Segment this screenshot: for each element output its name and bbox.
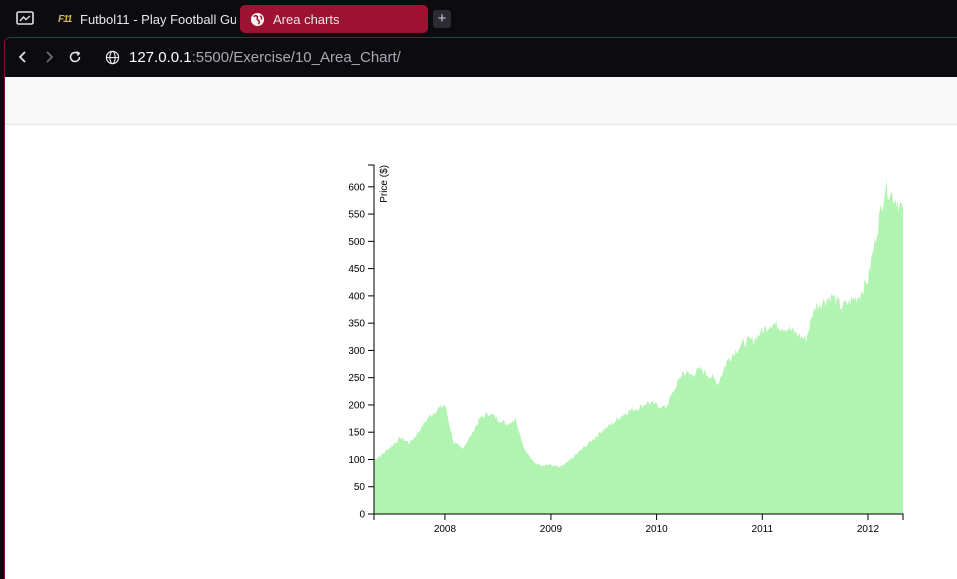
area-series xyxy=(374,178,903,514)
globe-icon xyxy=(249,11,265,27)
tab-label: Area charts xyxy=(273,11,340,27)
y-tick-label: 300 xyxy=(348,346,365,357)
x-tick: 2011 xyxy=(752,514,774,535)
y-tick: 200 xyxy=(348,400,374,411)
page-header xyxy=(5,77,957,125)
y-tick: 450 xyxy=(348,264,374,275)
site-info-icon[interactable] xyxy=(105,50,120,65)
tab-area-charts[interactable]: Area charts xyxy=(240,5,428,33)
navigation-bar: 127.0.0.1:5500/Exercise/10_Area_Chart/ xyxy=(5,38,957,77)
back-icon[interactable] xyxy=(13,47,33,67)
url-host: 127.0.0.1 xyxy=(129,48,192,66)
x-tick: 2008 xyxy=(434,514,457,535)
y-tick-label: 150 xyxy=(348,428,365,439)
x-tick-label: 2009 xyxy=(540,524,563,535)
y-tick-label: 200 xyxy=(348,400,365,411)
x-tick-label: 2011 xyxy=(752,524,774,535)
y-tick-label: 50 xyxy=(354,482,366,493)
reload-icon[interactable] xyxy=(65,47,85,67)
page-content: 0 50 100 150 200 250 300 350 400 450 500 550 600 200… xyxy=(5,77,957,579)
area-chart: 0 50 100 150 200 250 300 350 400 450 500 550 600 200… xyxy=(348,164,904,535)
y-tick: 100 xyxy=(348,455,374,466)
y-tick-label: 0 xyxy=(359,510,365,521)
y-tick-label: 250 xyxy=(348,373,365,384)
x-tick: 2012 xyxy=(857,514,880,535)
address-bar[interactable]: 127.0.0.1:5500/Exercise/10_Area_Chart/ xyxy=(105,47,401,67)
y-tick: 350 xyxy=(348,319,374,330)
x-tick-label: 2012 xyxy=(857,524,880,535)
tab-futbol11[interactable]: F11 Futbol11 - Play Football Gu xyxy=(50,5,236,33)
y-tick-label: 400 xyxy=(348,291,365,302)
y-tick: 300 xyxy=(348,346,374,357)
x-axis-line xyxy=(373,513,904,520)
y-tick: 150 xyxy=(348,428,374,439)
url-path: :5500/Exercise/10_Area_Chart/ xyxy=(191,48,401,66)
y-tick: 500 xyxy=(348,237,374,248)
y-tick: 0 xyxy=(359,510,374,521)
tab-label: Futbol11 - Play Football Gu xyxy=(80,11,236,27)
new-tab-button[interactable]: + xyxy=(433,10,451,28)
y-axis: 0 50 100 150 200 250 300 350 400 450 500 550 600 xyxy=(348,164,375,521)
x-tick-label: 2010 xyxy=(645,524,668,535)
y-tick: 50 xyxy=(354,482,374,493)
y-axis-line xyxy=(368,164,375,515)
y-tick: 600 xyxy=(348,182,374,193)
y-tick: 550 xyxy=(348,210,374,221)
tab-bar: F11 Futbol11 - Play Football Gu Area cha… xyxy=(0,0,957,37)
futbol11-favicon: F11 xyxy=(58,13,73,25)
y-tick: 400 xyxy=(348,291,374,302)
x-tick-label: 2008 xyxy=(434,524,457,535)
y-tick: 250 xyxy=(348,373,374,384)
y-tick-label: 550 xyxy=(348,210,365,221)
x-tick: 2009 xyxy=(540,514,563,535)
y-tick-label: 350 xyxy=(348,319,365,330)
y-axis-label: Price ($) xyxy=(379,165,390,203)
y-tick-label: 450 xyxy=(348,264,365,275)
x-tick: 2010 xyxy=(645,514,668,535)
tab-actions-icon[interactable] xyxy=(14,8,36,28)
y-tick-label: 600 xyxy=(348,182,365,193)
y-tick-label: 500 xyxy=(348,237,365,248)
y-tick-label: 100 xyxy=(348,455,365,466)
forward-icon[interactable] xyxy=(39,47,59,67)
browser-window: 127.0.0.1:5500/Exercise/10_Area_Chart/ 0… xyxy=(4,37,957,579)
x-axis: 2008 2009 2010 2011 2012 xyxy=(373,513,904,535)
